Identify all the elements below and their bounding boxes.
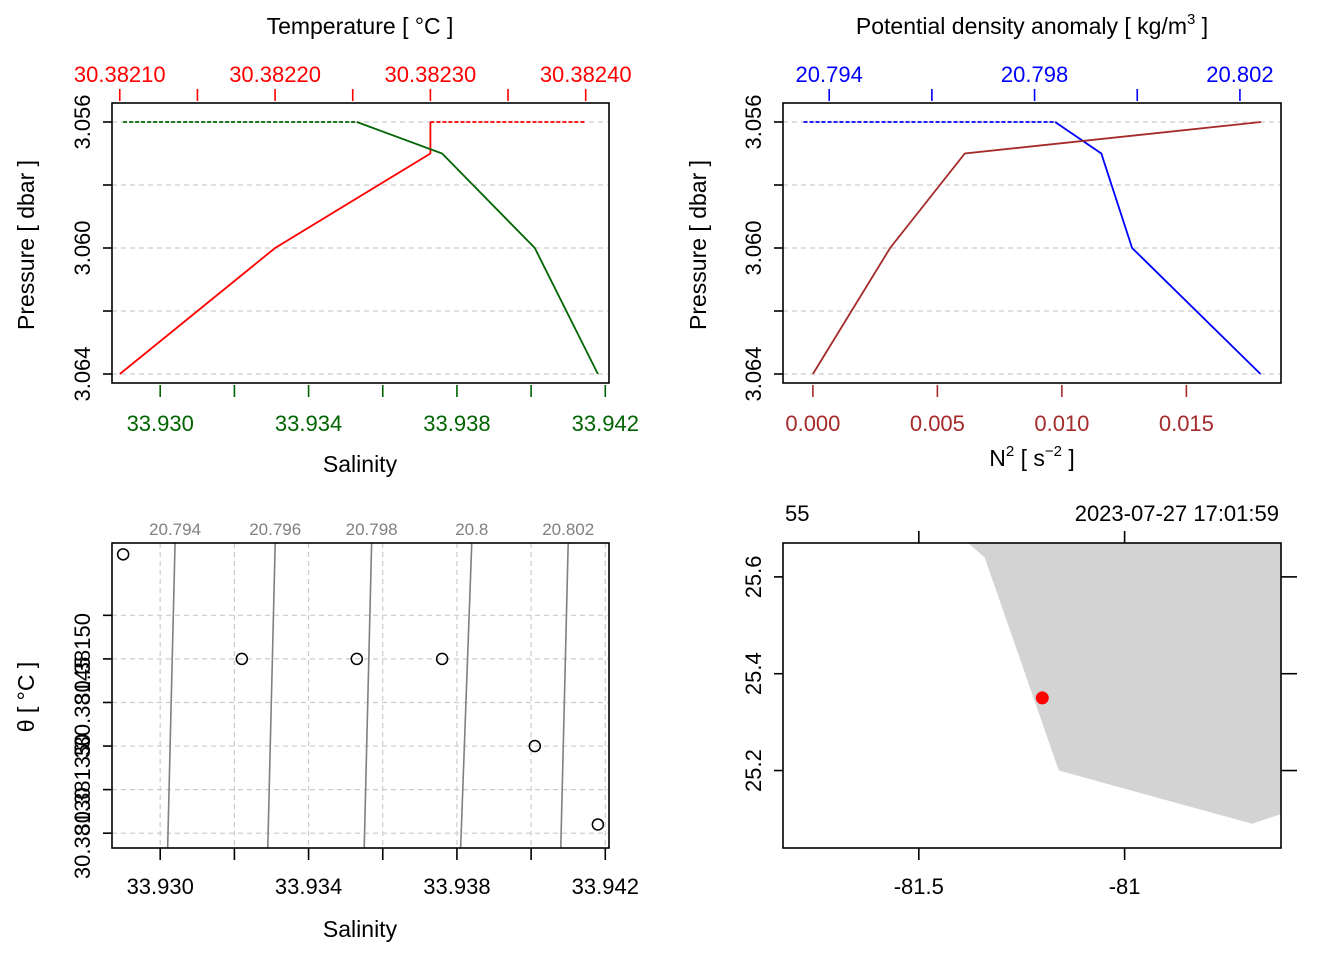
isopycnal-label: 20.794: [149, 520, 201, 539]
p2-bottom-title-sup1: 2: [1006, 443, 1014, 460]
panel-temperature-salinity: 3.056 3.060 3.064 30.38210 30.38220 30.38230 3…: [13, 13, 639, 477]
p1-ticks: [103, 89, 607, 397]
ts-point: [435, 652, 449, 666]
p2-top-tick-label: 20.802: [1206, 62, 1273, 87]
p3-xtick-label: 33.934: [275, 874, 342, 899]
p1-ytick-label: 3.060: [70, 220, 95, 275]
ts-point: [350, 652, 364, 666]
isopycnal-line: [266, 542, 276, 849]
p2-lines: [803, 121, 1262, 375]
p1-bottom-tick-label: 33.938: [423, 411, 490, 436]
p1-bottom-tick-label: 33.934: [275, 411, 342, 436]
isopycnal-line: [363, 542, 373, 849]
p1-ytick-label: 3.064: [70, 346, 95, 401]
p3-ytick-label: 30.38150: [70, 613, 95, 705]
p2-bottom-title-end: ]: [1062, 445, 1075, 471]
ts-point: [235, 652, 249, 666]
p2-top-tick-label: 20.794: [796, 62, 863, 87]
p1-top-tick-label: 30.38230: [385, 62, 477, 87]
p1-bottom-axis-title: Salinity: [323, 451, 398, 477]
p1-bottom-tick-label: 33.930: [127, 411, 194, 436]
p1-y-axis-title: Pressure [ dbar ]: [13, 160, 39, 330]
p2-bottom-title-sup2: −2: [1045, 443, 1062, 460]
isopycnal-label: 20.796: [249, 520, 301, 539]
p2-tick-labels: 3.056 3.060 3.064 20.794 20.798 20.802 0.000 0.…: [741, 62, 1274, 436]
p3-xtick-label: 33.938: [423, 874, 490, 899]
isopycnal-label: 20.802: [542, 520, 594, 539]
p2-grid: [783, 121, 1281, 375]
p2-ytick-label: 3.064: [741, 346, 766, 401]
p2-bottom-title-mid: [ s: [1014, 445, 1045, 471]
p3-xtick-label: 33.930: [127, 874, 194, 899]
p3-ytick-label: 30.38135: [70, 744, 95, 836]
p2-bottom-tick-label: 0.005: [910, 411, 965, 436]
p2-ticks: [774, 89, 1241, 397]
p2-bottom-axis-title: N2 [ s−2 ]: [989, 443, 1075, 471]
p2-bottom-title-n: N: [989, 445, 1006, 471]
p1-series-temperature: [119, 122, 432, 375]
p1-ytick-label: 3.056: [70, 94, 95, 149]
station-id-label: 55: [785, 501, 809, 526]
p4-frame: [782, 542, 1282, 849]
p1-top-tick-label: 30.38220: [229, 62, 321, 87]
panel-density-n2: 3.056 3.060 3.064 20.794 20.798 20.802 0.000 0.…: [685, 11, 1282, 471]
p1-top-tick-label: 30.38210: [74, 62, 166, 87]
p3-ticks: [103, 614, 607, 860]
p2-ytick-label: 3.060: [741, 220, 766, 275]
p3-isopycnals: 20.794 20.796 20.798 20.8 20.802: [149, 520, 594, 849]
map-ytick-label: 25.4: [741, 652, 766, 695]
ts-point: [528, 739, 542, 753]
p2-top-axis-title: Potential density anomaly [ kg/m3 ]: [856, 11, 1208, 39]
map-ytick-label: 25.2: [741, 749, 766, 792]
panel-ts-diagram: 20.794 20.796 20.798 20.8 20.802 33.930 33.93…: [13, 520, 639, 942]
p3-grid: [112, 543, 609, 848]
p2-bottom-tick-label: 0.010: [1034, 411, 1089, 436]
p2-bottom-tick-label: 0.015: [1159, 411, 1214, 436]
map-xtick-label: -81: [1109, 874, 1141, 899]
p2-top-title-end: ]: [1195, 13, 1208, 39]
p1-tick-labels: 3.056 3.060 3.064 30.38210 30.38220 30.38230 3…: [70, 62, 639, 436]
p2-top-title-text: Potential density anomaly [ kg/m: [856, 13, 1187, 39]
isopycnal-line: [459, 542, 473, 849]
ts-point: [116, 548, 130, 561]
p2-top-title-sup: 3: [1187, 11, 1195, 28]
p3-ytick-label: 30.38145: [70, 657, 95, 749]
isopycnal-line: [559, 542, 570, 849]
p1-frame: [111, 102, 610, 384]
p2-top-tick-label: 20.798: [1001, 62, 1068, 87]
isopycnal-label: 20.798: [346, 520, 398, 539]
station-marker: [1035, 691, 1049, 705]
p3-frame: [111, 542, 610, 849]
p2-frame: [782, 102, 1282, 384]
p3-points: [116, 548, 605, 831]
p4-tick-labels: -81.5 -81 25.2 25.4 25.6: [741, 555, 1141, 899]
p3-y-axis-title: θ [ °C ]: [13, 662, 39, 733]
p1-lines: [119, 121, 599, 375]
panel-station-map: -81.5 -81 25.2 25.4 25.6 55 2023-07-27 17:01…: [741, 501, 1297, 899]
p2-series-n2: [812, 121, 1262, 375]
p1-top-tick-label: 30.38240: [540, 62, 632, 87]
land-polygon: [968, 543, 1281, 824]
map-ytick-label: 25.6: [741, 555, 766, 598]
p2-series-potential-density-anomaly: [1054, 121, 1262, 375]
p1-top-axis-title: Temperature [ °C ]: [267, 13, 454, 39]
p2-bottom-tick-label: 0.000: [785, 411, 840, 436]
p1-bottom-tick-label: 33.942: [572, 411, 639, 436]
map-xtick-label: -81.5: [894, 874, 944, 899]
p3-xtick-label: 33.942: [572, 874, 639, 899]
p1-series-salinity: [356, 121, 599, 375]
station-datetime-label: 2023-07-27 17:01:59: [1075, 501, 1279, 526]
p3-ytick-label: 30: [70, 734, 95, 758]
p2-ytick-label: 3.056: [741, 94, 766, 149]
p3-tick-labels: 33.930 33.934 33.938 33.942 30.3813030.38135…: [70, 613, 639, 899]
p3-x-axis-title: Salinity: [323, 916, 398, 942]
ts-point: [591, 818, 605, 831]
p4-ticks: [774, 531, 1297, 860]
p3-ytick-label: 30.38130: [70, 787, 95, 879]
p2-y-axis-title: Pressure [ dbar ]: [685, 160, 711, 330]
isopycnal-line: [166, 542, 176, 849]
isopycnal-label: 20.8: [455, 520, 488, 539]
p1-grid: [112, 121, 609, 375]
